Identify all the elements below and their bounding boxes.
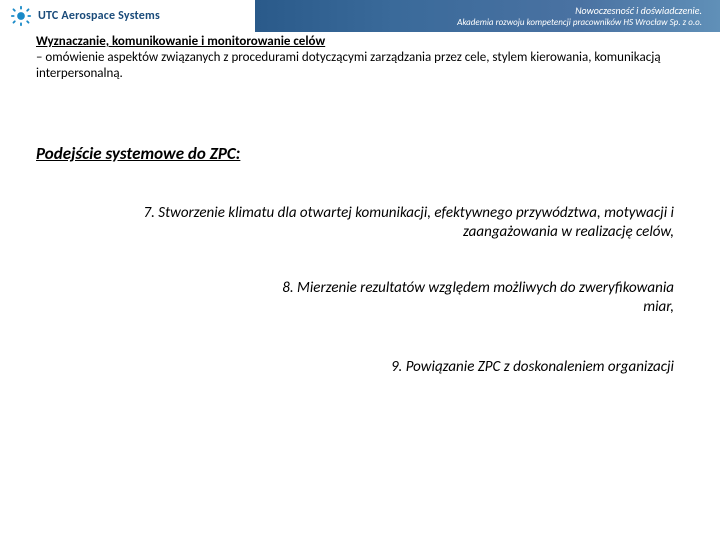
logo-text: UTC Aerospace Systems <box>38 9 160 23</box>
point-8: 8. Mierzenie rezultatów względem możliwy… <box>72 279 674 318</box>
section-title: Podejście systemowe do ZPC: <box>36 143 684 164</box>
point-7: 7. Stworzenie klimatu dla otwartej komun… <box>72 204 674 243</box>
points-list: 7. Stworzenie klimatu dla otwartej komun… <box>36 204 684 378</box>
header-tagline-1: Nowoczesność i doświadczenie. <box>255 4 702 17</box>
header-tagline-2: Akademia rozwoju kompetencji pracowników… <box>255 17 702 28</box>
header-right: Nowoczesność i doświadczenie. Akademia r… <box>255 0 720 32</box>
topic-title: Wyznaczanie, komunikowanie i monitorowan… <box>36 34 684 49</box>
header-bar: UTC Aerospace Systems Nowoczesność i doś… <box>0 0 720 32</box>
point-9: 9. Powiązanie ZPC z doskonaleniem organi… <box>72 358 674 378</box>
header-left: UTC Aerospace Systems <box>0 0 255 32</box>
sun-gear-icon <box>10 5 32 27</box>
topic-description: – omówienie aspektów związanych z proced… <box>36 50 684 83</box>
slide-content: Wyznaczanie, komunikowanie i monitorowan… <box>0 32 720 377</box>
